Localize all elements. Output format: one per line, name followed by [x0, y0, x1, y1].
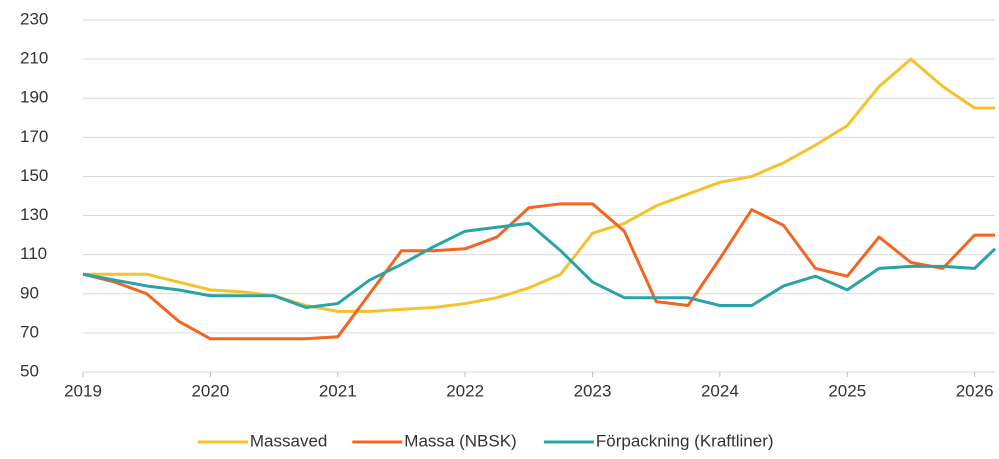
series-line: [82, 202, 995, 341]
y-tick-label: 210: [20, 49, 48, 68]
x-tick-label: 2021: [319, 381, 357, 400]
x-tick-label: 2023: [574, 381, 612, 400]
legend-label: Förpackning (Kraftliner): [596, 431, 774, 450]
x-tick-label: 2025: [828, 381, 866, 400]
x-tick-label: 2024: [701, 381, 739, 400]
x-tick-label: 2026: [956, 381, 994, 400]
series-line: [83, 57, 995, 313]
y-tick-label: 170: [20, 127, 48, 146]
y-tick-label: 190: [20, 88, 48, 107]
y-tick-label: 110: [20, 244, 47, 263]
y-tick-label: 130: [20, 205, 48, 224]
x-tick-label: 2022: [446, 381, 484, 400]
x-tick-label: 2019: [64, 381, 102, 400]
y-tick-label: 90: [20, 283, 39, 302]
y-tick-label: 150: [20, 166, 48, 185]
y-tick-label: 50: [20, 361, 39, 380]
legend-label: Massaved: [250, 431, 327, 450]
x-tick-label: 2020: [191, 381, 229, 400]
y-tick-label: 70: [20, 322, 39, 341]
series-line: [82, 221, 997, 309]
legend-label: Massa (NBSK): [404, 431, 516, 450]
y-tick-label: 230: [20, 9, 48, 28]
